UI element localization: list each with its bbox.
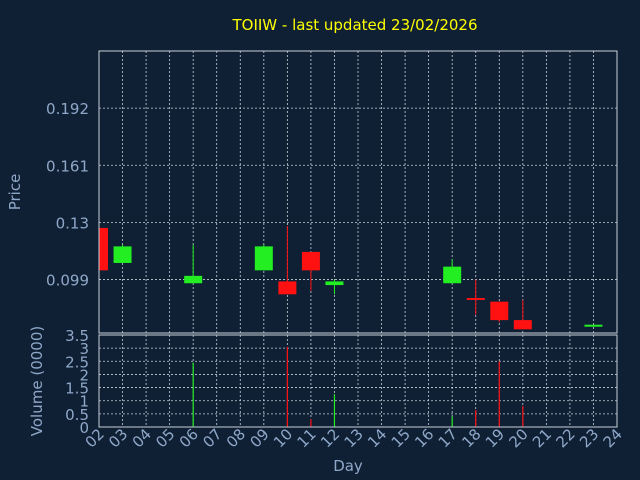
candle	[490, 301, 509, 322]
x-axis-label: Day	[333, 457, 363, 475]
candle	[113, 244, 132, 263]
volume-tick-label: 1.5	[65, 380, 89, 398]
volume-tick-label: 3	[79, 340, 89, 358]
volume-plot-frame	[98, 334, 618, 428]
volume-bars	[192, 346, 524, 427]
price-tick-label: 0.192	[46, 100, 89, 118]
candle-body	[113, 246, 132, 263]
volume-tick-label: 3.5	[65, 327, 89, 345]
price-grid	[98, 51, 618, 333]
candle-body	[254, 246, 273, 271]
candle-body	[325, 281, 344, 286]
x-tick-labels: 0203040506070809101112131415161718192021…	[82, 425, 626, 451]
candle	[325, 279, 344, 295]
candle-body	[301, 251, 320, 271]
chart-title: TOIIW - last updated 23/02/2026	[231, 16, 477, 34]
candle	[254, 244, 273, 271]
candle-body	[278, 281, 297, 295]
candle-body	[490, 301, 509, 321]
candle	[184, 244, 203, 284]
price-tick-labels: 0.192 0.161 0.13 0.099	[46, 100, 89, 289]
volume-tick-label: 2.5	[65, 353, 89, 371]
price-axis-label: Price	[6, 174, 24, 211]
candle-body	[443, 266, 462, 284]
price-tick-label: 0.161	[46, 157, 89, 175]
candles	[98, 226, 603, 330]
price-tick-label: 0.099	[46, 272, 89, 290]
volume-tick-label: 0.5	[65, 406, 89, 424]
candle	[513, 299, 532, 330]
candle	[98, 227, 108, 271]
volume-axis-label: Volume (0000)	[28, 326, 46, 436]
candle-body	[99, 227, 108, 271]
volume-tick-labels: 00.511.522.533.5	[65, 327, 89, 437]
volume-tick-label: 0	[79, 419, 89, 437]
volume-tick-label: 2	[79, 366, 89, 384]
candle-body	[513, 320, 532, 330]
candle	[278, 226, 297, 295]
price-plot-frame	[98, 50, 618, 334]
candle-body	[184, 275, 203, 284]
candle	[443, 259, 462, 284]
price-tick-label: 0.13	[56, 214, 89, 232]
candle	[584, 324, 603, 327]
volume-tick-label: 1	[79, 393, 89, 411]
candle-body	[466, 297, 485, 300]
candle	[301, 251, 320, 291]
candle-body	[584, 324, 603, 327]
candle	[466, 279, 485, 315]
